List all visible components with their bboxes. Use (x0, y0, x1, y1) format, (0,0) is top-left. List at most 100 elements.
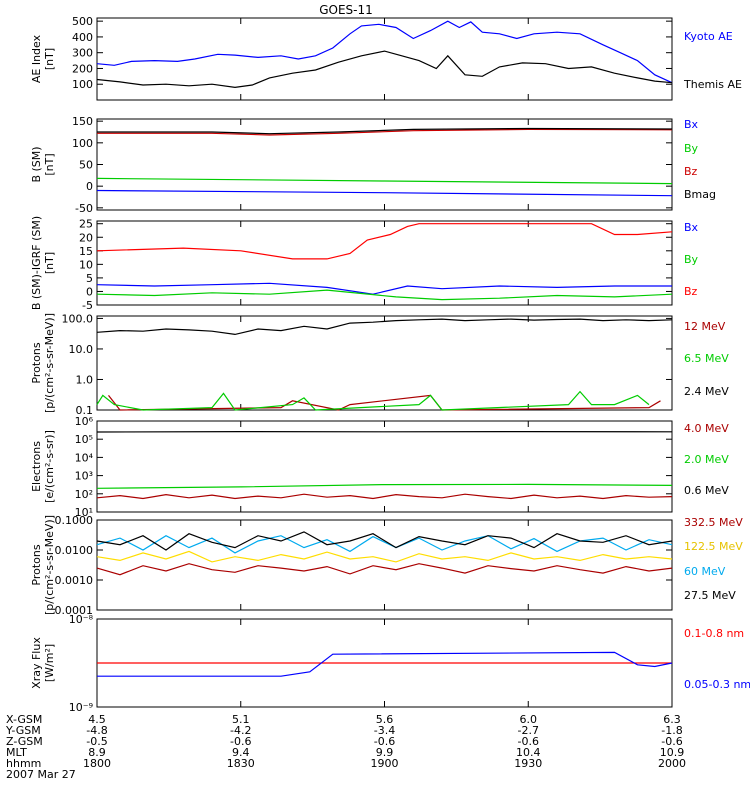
y-axis-label: Protons[p/(cm²-s-sr-MeV)] (30, 313, 56, 413)
date-label: 2007 Mar 27 (6, 768, 76, 781)
legend-label: 332.5 MeV (684, 516, 743, 529)
time-axis-value: 1930 (514, 757, 542, 770)
time-axis-value: -3.4 (374, 724, 395, 737)
legend-label: 4.0 MeV (684, 422, 729, 435)
time-axis-row-label: X-GSM (6, 713, 42, 726)
y-axis-label: Protons[p/(cm²-s-sr-MeV)] (30, 515, 56, 615)
y-tick-label: 10⁴ (75, 451, 94, 464)
time-axis-value: -0.6 (661, 735, 682, 748)
time-axis-value: -1.8 (661, 724, 682, 737)
time-axis-value: 2000 (658, 757, 686, 770)
time-axis-value: 1830 (227, 757, 255, 770)
plot-title: GOES-11 (319, 3, 373, 17)
series-line-themis-ae (96, 50, 673, 89)
time-axis-value: 10.4 (516, 746, 541, 759)
series-line-122-5-mev (96, 550, 673, 563)
time-axis-row-label: Y-GSM (5, 724, 41, 737)
series-line-by (96, 177, 673, 185)
y-tick-label: 10.0 (69, 343, 94, 356)
y-tick-label: 100.0 (62, 312, 94, 325)
y-tick-label: 400 (72, 31, 93, 44)
y-tick-label: 0.1000 (55, 514, 94, 527)
series-line-12-mev (108, 394, 661, 411)
y-axis-label: Xray Flux[W/m²] (30, 637, 56, 689)
panel-frame (96, 118, 673, 211)
time-axis-row-label: hhmm (6, 757, 41, 770)
y-tick-label: 10² (75, 488, 93, 501)
y-tick-label: -5 (82, 299, 93, 312)
legend-label: 0.05-0.3 nm (684, 678, 750, 691)
y-axis-label: AE Index[nT] (30, 34, 56, 83)
legend-label: Bx (684, 221, 699, 234)
time-axis-value: 9.4 (232, 746, 250, 759)
y-tick-label: 500 (72, 15, 93, 28)
y-tick-label: 10⁵ (75, 433, 93, 446)
y-tick-label: -50 (75, 202, 93, 215)
series-line-4-0-mev (96, 493, 673, 500)
series-line-bx (96, 189, 673, 197)
y-tick-label: 10³ (75, 470, 93, 483)
panel-7: 10⁻⁹ 10⁻⁸ Xray Flux[W/m²] 0.1-0.8 nm 0.05-0.… (30, 613, 750, 714)
time-axis-value: -4.2 (230, 724, 251, 737)
legend-label: 12 MeV (684, 320, 726, 333)
legend-label: Bx (684, 118, 699, 131)
y-axis-label: Electrons[e/(cm²-s-sr)] (30, 430, 56, 503)
legend-label: 2.4 MeV (684, 385, 729, 398)
y-tick-label: 150 (72, 115, 93, 128)
legend-label: 27.5 MeV (684, 589, 736, 602)
series-line-2-0-mev (96, 483, 673, 489)
time-axis-value: 5.1 (232, 713, 250, 726)
panel-frame (96, 17, 673, 101)
series-line-60-mev (96, 535, 673, 554)
legend-label: Bmag (684, 188, 716, 201)
time-axis-value: -0.6 (374, 735, 395, 748)
y-axis-label: B (SM)[nT] (30, 146, 56, 182)
y-tick-label: 50 (79, 159, 93, 172)
y-tick-label: 0.0010 (55, 574, 94, 587)
y-tick-label: 25 (79, 218, 93, 231)
series-line-bz (97, 128, 673, 136)
y-tick-label: 0 (86, 285, 93, 298)
panel-2: -50 0 50 100 150 B (SM)[nT] Bx By Bz Bmag (30, 115, 716, 215)
time-axis-value: 6.3 (663, 713, 681, 726)
time-axis-value: 1900 (371, 757, 399, 770)
time-axis-row-label: Z-GSM (6, 735, 43, 748)
panel-frame (96, 420, 673, 513)
series-line-bz (96, 223, 673, 260)
y-tick-label: 300 (72, 47, 93, 60)
time-axis-value: -2.7 (518, 724, 539, 737)
y-tick-label: 0.0100 (55, 544, 94, 557)
series-line-332-5-mev (96, 563, 673, 576)
series-line-6-5-mev (96, 390, 650, 411)
legend-label: Bz (684, 285, 698, 298)
legend-label: By (684, 142, 699, 155)
time-axis-value: 6.0 (520, 713, 538, 726)
series-line-kyoto-ae (96, 20, 673, 84)
y-tick-label: 10 (79, 258, 93, 271)
y-tick-label: 5 (86, 272, 93, 285)
legend-label: By (684, 253, 699, 266)
y-tick-label: 10⁻⁹ (69, 701, 93, 714)
y-tick-label: 10⁻⁸ (69, 613, 94, 626)
legend-label: 0.6 MeV (684, 484, 729, 497)
y-tick-label: 0 (86, 180, 93, 193)
time-axis-value: 5.6 (376, 713, 394, 726)
panel-1: 100 200 300 400 500 AE Index[nT] Kyoto AE Themi… (30, 15, 742, 101)
series-line-2-4-mev (96, 318, 673, 336)
y-tick-label: 10⁶ (75, 415, 94, 428)
series-line-bx (96, 282, 672, 295)
time-axis-value: 4.5 (88, 713, 106, 726)
y-tick-label: 0.1 (76, 404, 94, 417)
panel-4: 0.1 1.0 10.0 100.0 Protons[p/(cm²-s-sr-MeV)]… (30, 312, 729, 417)
time-axis-value: 8.9 (88, 746, 106, 759)
y-axis-label: B (SM)-IGRF (SM)[nT] (30, 216, 56, 310)
time-axis-row-label: MLT (6, 746, 27, 759)
y-tick-label: 20 (79, 231, 93, 244)
time-axis-value: -0.5 (86, 735, 107, 748)
y-tick-label: 10¹ (75, 506, 93, 519)
y-tick-label: 15 (79, 245, 93, 258)
series-line-by (96, 289, 673, 301)
